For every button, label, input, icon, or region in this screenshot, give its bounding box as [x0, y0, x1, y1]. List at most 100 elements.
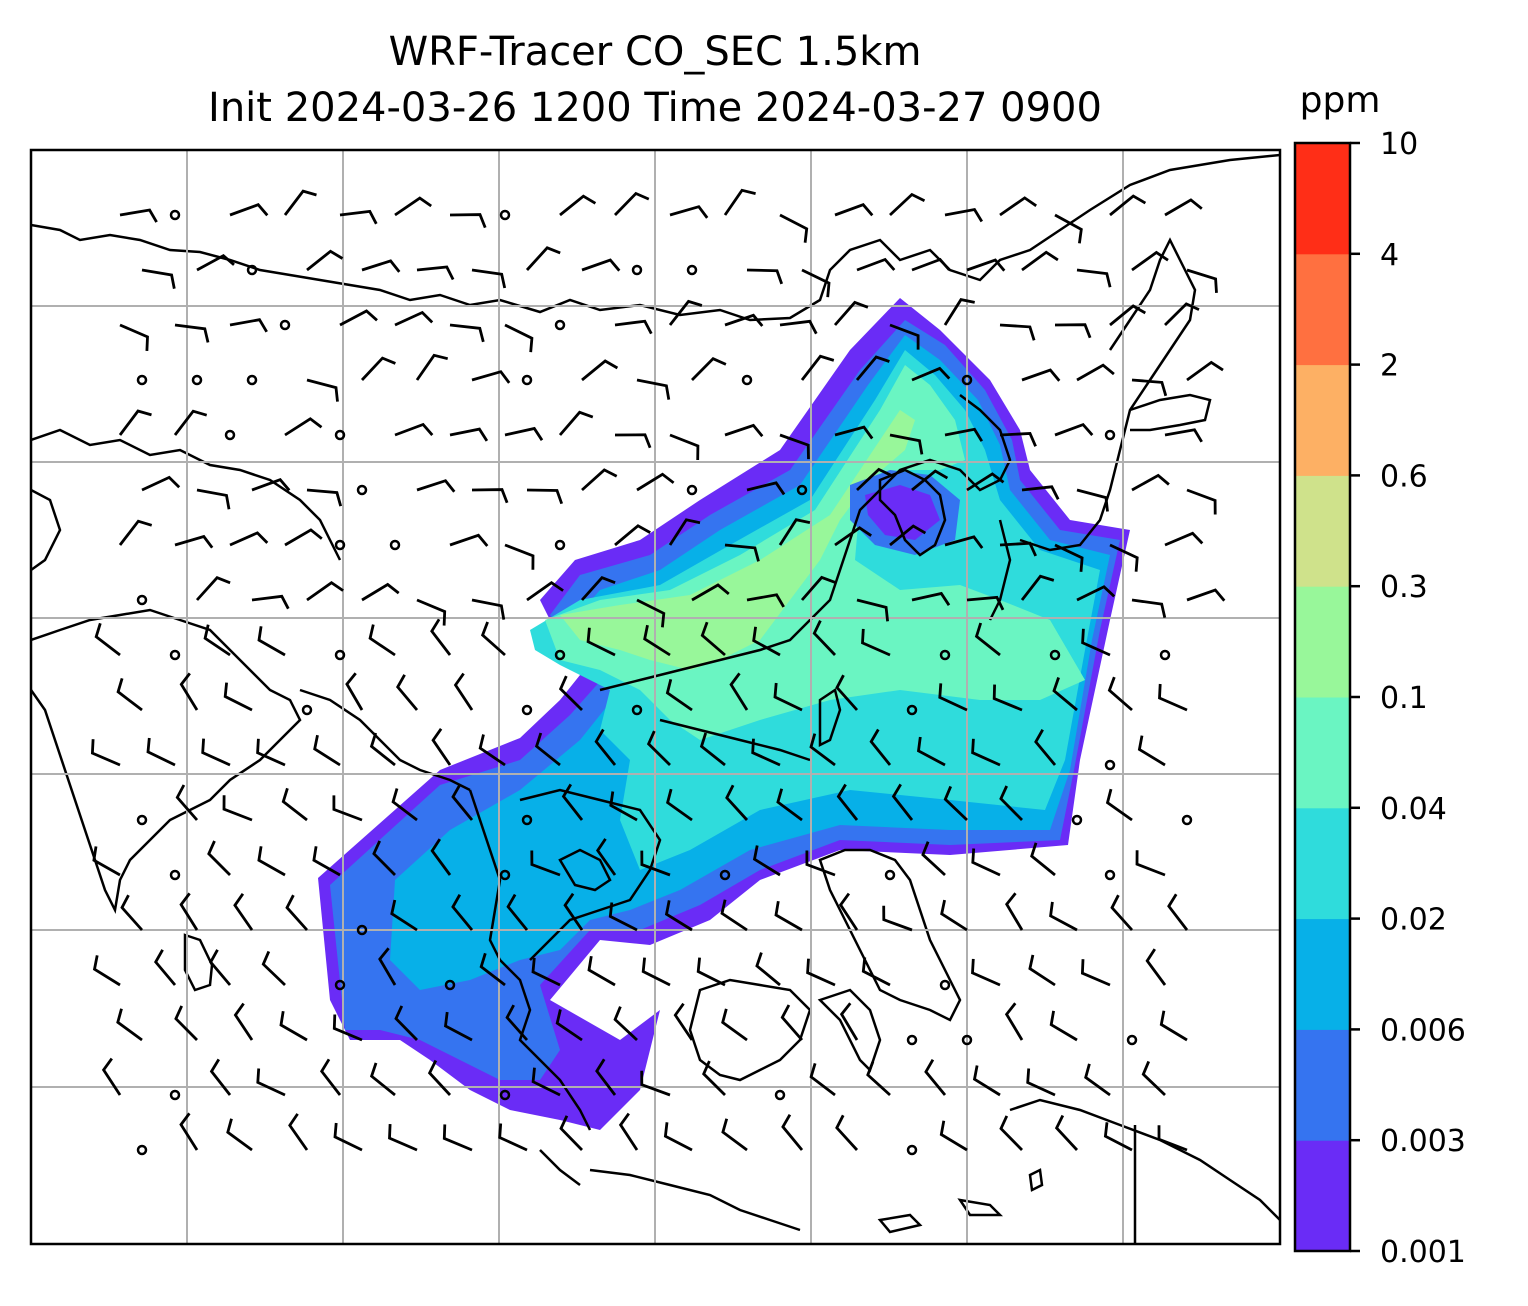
calm-wind-marker [1159, 649, 1171, 661]
wind-barb [966, 595, 1005, 611]
wind-barb [116, 677, 143, 712]
wind-barb [1021, 485, 1060, 500]
wind-barb [306, 580, 344, 602]
wind-barb [640, 850, 671, 877]
wind-barb [179, 672, 199, 711]
wind-barb [443, 1011, 473, 1042]
calm-wind-marker [631, 704, 643, 716]
wind-barb [724, 313, 764, 327]
wind-barb [971, 738, 1001, 767]
calm-wind-marker [521, 374, 533, 386]
wind-barb [394, 310, 434, 327]
calm-wind-marker [334, 649, 346, 661]
wind-barb [1186, 360, 1224, 382]
wind-barb [1080, 959, 1111, 987]
wind-barb [641, 957, 671, 987]
wind-barb [504, 323, 534, 353]
wind-barb [146, 737, 176, 767]
calm-wind-marker [1126, 1034, 1138, 1046]
wind-barb [966, 472, 1005, 492]
wind-barb [471, 488, 509, 504]
wind-barb [378, 947, 397, 986]
calm-wind-marker [1104, 869, 1116, 881]
wind-barb [471, 268, 507, 289]
wind-barb [691, 583, 730, 602]
wind-barb [256, 738, 286, 767]
calm-wind-marker [334, 539, 346, 551]
wind-barb [332, 1014, 363, 1042]
wind-barb [614, 524, 651, 547]
calm-wind-marker [1071, 814, 1083, 826]
wind-barb [943, 298, 975, 326]
map-frame [29, 148, 1282, 1246]
wind-barb [120, 894, 144, 931]
field-level-0-001-spot [865, 485, 940, 540]
wind-barb [1107, 676, 1133, 712]
wind-barb [339, 209, 378, 225]
wind-barb [781, 1113, 804, 1151]
calm-wind-marker [686, 264, 698, 276]
wind-barb [1020, 574, 1055, 601]
wind-barb [306, 378, 339, 402]
calm-wind-marker [334, 979, 346, 991]
wind-barb [345, 672, 364, 711]
wind-barb [609, 791, 638, 822]
wind-barb [866, 1061, 891, 1097]
wind-barb [729, 672, 749, 711]
wind-barb [369, 732, 396, 767]
wind-barb [449, 323, 485, 343]
wind-barb [581, 468, 618, 492]
wind-barb [1105, 788, 1133, 822]
wind-barb [209, 949, 232, 986]
wind-barb [1054, 422, 1094, 437]
calm-wind-marker [356, 924, 368, 936]
wind-barb [725, 784, 749, 821]
calm-wind-marker [1104, 759, 1116, 771]
wind-barb [285, 894, 309, 931]
wind-barb [531, 957, 561, 987]
calm-wind-marker [1104, 429, 1116, 441]
wind-barb [101, 1057, 122, 1096]
wind-barb [780, 1004, 804, 1041]
wind-barb [118, 409, 152, 436]
wind-barb [1186, 588, 1226, 602]
wind-barb [999, 785, 1023, 821]
wind-barb [1021, 368, 1061, 382]
wind-barb [1164, 531, 1204, 547]
wind-barb [614, 433, 652, 449]
wind-barb [559, 194, 597, 217]
wind-barb [636, 378, 671, 400]
wind-barb [173, 409, 208, 436]
wind-barb [449, 213, 487, 229]
wind-barb [504, 543, 535, 570]
wind-barbs [90, 188, 1226, 1156]
wind-barb [940, 899, 968, 932]
wind-barb [594, 728, 617, 766]
calm-wind-marker [334, 429, 346, 441]
wind-barb [800, 575, 836, 601]
calm-wind-marker [521, 704, 533, 716]
wind-barb [776, 788, 803, 822]
tracer-field [318, 298, 1130, 1130]
calm-wind-marker [939, 979, 951, 991]
wind-barb [999, 1115, 1023, 1151]
wind-barb [891, 783, 914, 821]
wind-barb [805, 850, 836, 877]
calm-wind-marker [191, 374, 203, 386]
wind-barb [800, 354, 835, 381]
wind-barb [972, 1065, 1001, 1097]
wind-barb [663, 1122, 693, 1152]
wind-barb [974, 622, 1001, 657]
wind-barb [1159, 1010, 1188, 1042]
wind-barb [911, 591, 951, 606]
wind-barb [861, 628, 891, 657]
calm-wind-marker [136, 1144, 148, 1156]
wind-barb [361, 259, 401, 273]
wind-barb [201, 738, 231, 767]
wind-barb [691, 357, 727, 381]
calm-wind-marker [796, 484, 808, 496]
wind-barb [939, 1120, 968, 1152]
wind-barb [118, 519, 153, 546]
wind-barb [924, 1058, 947, 1096]
wind-barb [835, 674, 859, 711]
